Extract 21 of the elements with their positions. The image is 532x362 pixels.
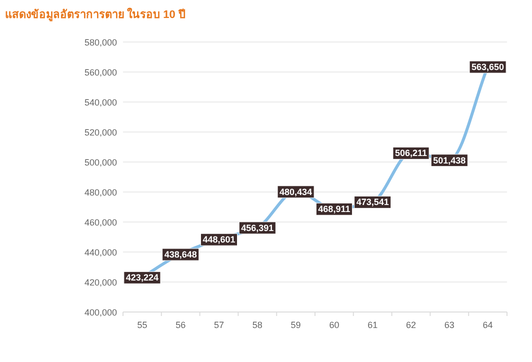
y-tick-label: 580,000 xyxy=(84,38,117,48)
x-tick-label: 59 xyxy=(290,320,301,330)
y-tick-label: 500,000 xyxy=(84,158,117,168)
x-tick-label: 57 xyxy=(214,320,224,330)
x-tick-label: 62 xyxy=(406,320,416,330)
y-tick-label: 420,000 xyxy=(84,278,117,288)
y-tick-label: 480,000 xyxy=(84,188,117,198)
x-tick-label: 56 xyxy=(176,320,186,330)
y-tick-label: 560,000 xyxy=(84,68,117,78)
x-tick-label: 64 xyxy=(482,320,493,330)
chart-title: แสดงข้อมูลอัตราการตาย ในรอบ 10 ปี xyxy=(5,7,186,22)
y-tick-label: 400,000 xyxy=(84,308,117,318)
y-tick-label: 520,000 xyxy=(84,128,117,138)
x-tick-label: 58 xyxy=(252,320,262,330)
x-tick-label: 55 xyxy=(137,320,148,330)
y-tick-label: 540,000 xyxy=(84,98,117,108)
x-tick-label: 61 xyxy=(368,320,378,330)
y-tick-label: 440,000 xyxy=(84,248,117,258)
y-tick-label: 460,000 xyxy=(84,218,117,228)
x-tick-label: 63 xyxy=(444,320,454,330)
x-tick-label: 60 xyxy=(329,320,340,330)
